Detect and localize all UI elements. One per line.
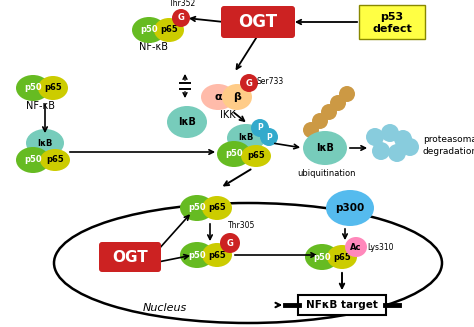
Ellipse shape — [345, 237, 367, 257]
Text: p65: p65 — [208, 203, 226, 213]
Ellipse shape — [260, 128, 278, 146]
Text: proteasomal: proteasomal — [423, 134, 474, 144]
Ellipse shape — [251, 119, 269, 137]
Ellipse shape — [372, 142, 390, 160]
Ellipse shape — [202, 243, 232, 267]
FancyBboxPatch shape — [221, 6, 295, 38]
Text: p65: p65 — [44, 83, 62, 93]
Text: degradation: degradation — [423, 147, 474, 157]
Text: β: β — [233, 92, 241, 102]
Text: Lys310: Lys310 — [367, 243, 393, 251]
Text: p50: p50 — [188, 250, 206, 260]
Ellipse shape — [26, 129, 64, 157]
Text: Ser733: Ser733 — [257, 77, 284, 85]
Text: Thr305: Thr305 — [228, 221, 255, 231]
Ellipse shape — [240, 74, 258, 92]
Text: p65: p65 — [208, 250, 226, 260]
Ellipse shape — [381, 124, 399, 142]
Text: p50: p50 — [140, 26, 158, 35]
Text: p50: p50 — [225, 149, 243, 159]
Text: p50: p50 — [313, 252, 331, 262]
Text: IκB: IκB — [37, 139, 53, 147]
Ellipse shape — [303, 122, 319, 138]
Text: OGT: OGT — [112, 250, 148, 265]
Ellipse shape — [339, 86, 355, 102]
Ellipse shape — [330, 95, 346, 111]
Ellipse shape — [40, 149, 70, 171]
FancyBboxPatch shape — [359, 5, 425, 39]
Ellipse shape — [201, 84, 235, 110]
Ellipse shape — [167, 106, 207, 138]
Ellipse shape — [16, 147, 50, 173]
Ellipse shape — [312, 113, 328, 129]
Ellipse shape — [180, 242, 214, 268]
Text: G: G — [227, 238, 233, 248]
Text: p53: p53 — [381, 12, 403, 22]
Ellipse shape — [305, 244, 339, 270]
Text: OGT: OGT — [238, 13, 278, 31]
Text: p50: p50 — [188, 203, 206, 213]
Ellipse shape — [366, 128, 384, 146]
Text: IKK: IKK — [220, 110, 236, 120]
Text: p65: p65 — [160, 26, 178, 35]
Text: defect: defect — [372, 24, 412, 34]
Text: p50: p50 — [24, 83, 42, 93]
FancyBboxPatch shape — [99, 242, 161, 272]
Text: NFκB target: NFκB target — [306, 300, 378, 310]
Text: p65: p65 — [247, 151, 265, 161]
Text: p65: p65 — [333, 252, 351, 262]
Ellipse shape — [220, 233, 240, 253]
Text: G: G — [178, 13, 184, 23]
Ellipse shape — [326, 190, 374, 226]
Text: IκB: IκB — [316, 143, 334, 153]
Ellipse shape — [180, 195, 214, 221]
Text: Thr352: Thr352 — [169, 0, 197, 9]
Ellipse shape — [401, 138, 419, 156]
Ellipse shape — [321, 104, 337, 120]
Text: IκB: IκB — [238, 133, 254, 143]
Ellipse shape — [132, 17, 166, 43]
Ellipse shape — [303, 131, 347, 165]
Ellipse shape — [172, 9, 190, 27]
Ellipse shape — [327, 245, 357, 269]
Text: G: G — [246, 78, 253, 88]
Ellipse shape — [154, 18, 184, 42]
Ellipse shape — [202, 196, 232, 220]
Ellipse shape — [388, 144, 406, 162]
Text: NF-κB: NF-κB — [27, 101, 55, 111]
Text: p300: p300 — [336, 203, 365, 213]
Text: Nucleus: Nucleus — [143, 303, 187, 313]
Ellipse shape — [394, 130, 412, 148]
FancyBboxPatch shape — [298, 295, 386, 315]
Text: α: α — [214, 92, 222, 102]
Ellipse shape — [241, 145, 271, 167]
Text: ubiquitination: ubiquitination — [298, 169, 356, 179]
Ellipse shape — [217, 141, 251, 167]
Text: IκB: IκB — [178, 117, 196, 127]
Text: P: P — [257, 124, 263, 132]
Ellipse shape — [16, 75, 50, 101]
Text: Ac: Ac — [350, 243, 362, 251]
Ellipse shape — [227, 124, 265, 152]
Text: NF-κB: NF-κB — [139, 42, 168, 52]
Ellipse shape — [38, 76, 68, 100]
Text: p50: p50 — [24, 156, 42, 164]
Text: p65: p65 — [46, 156, 64, 164]
Text: P: P — [266, 132, 272, 142]
Ellipse shape — [222, 84, 252, 110]
